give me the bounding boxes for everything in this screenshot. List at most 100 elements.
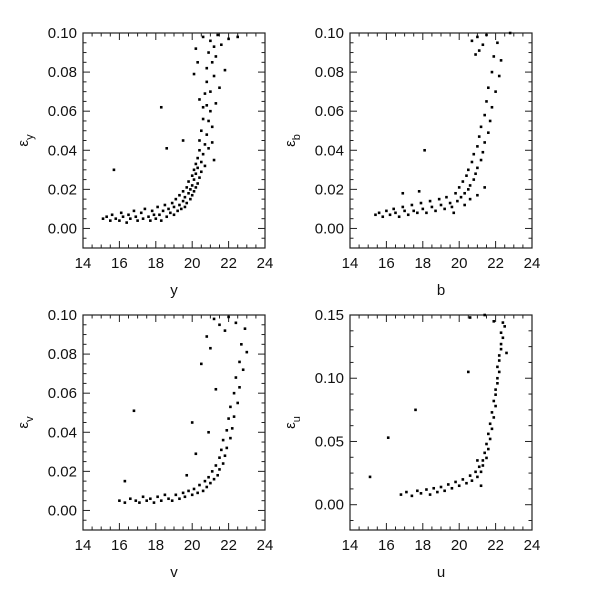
data-point [481, 464, 485, 467]
data-point [221, 462, 225, 465]
data-point [494, 90, 497, 93]
data-point [385, 209, 388, 213]
x-tick-label: 16 [378, 537, 395, 554]
data-point [419, 201, 423, 205]
x-tick-label: 22 [220, 537, 237, 554]
data-point [487, 447, 490, 451]
data-point [185, 201, 189, 205]
data-point [497, 370, 501, 374]
data-point [468, 474, 472, 477]
data-point [381, 215, 385, 219]
y-axis-label: εv [15, 416, 36, 429]
y-tick-label: 0.06 [48, 385, 77, 402]
data-point [229, 436, 232, 440]
data-point [187, 191, 190, 195]
data-point [209, 481, 212, 485]
data-point [477, 135, 481, 138]
x-axis-label: b [437, 282, 445, 299]
data-point [230, 427, 234, 430]
y-tick-label: 0.10 [48, 25, 77, 42]
data-point [200, 362, 203, 366]
data-point [425, 488, 428, 491]
data-point [399, 493, 403, 496]
data-point [432, 486, 436, 490]
y-axis-label-subscript: u [291, 416, 303, 422]
data-point [234, 321, 238, 325]
data-point [138, 501, 141, 504]
data-point [479, 484, 483, 488]
data-point [481, 150, 485, 154]
data-point [163, 493, 167, 497]
data-point [227, 37, 230, 41]
x-tick-label: 24 [524, 537, 541, 554]
data-point [203, 92, 207, 95]
x-axis-label: y [170, 282, 178, 299]
data-point [207, 430, 210, 434]
data-point [209, 346, 212, 350]
data-point [190, 174, 194, 177]
data-point [483, 186, 486, 189]
x-tick-label: 24 [257, 255, 274, 272]
y-tick-label: 0.04 [48, 424, 77, 441]
data-point [218, 323, 221, 327]
data-point [439, 203, 443, 207]
data-point [479, 158, 483, 162]
data-point [216, 33, 219, 37]
data-point [194, 172, 198, 176]
y-tick-label: 0.02 [315, 181, 344, 198]
data-point [459, 195, 463, 199]
data-point [109, 219, 112, 222]
data-point [170, 201, 174, 205]
data-point [446, 483, 450, 486]
data-point [487, 86, 490, 90]
data-point [132, 209, 136, 213]
data-point [497, 354, 501, 357]
data-point [476, 35, 479, 39]
data-point [187, 180, 190, 183]
y-axis-label-symbol: ε [282, 422, 299, 429]
data-point [221, 438, 225, 442]
data-point [238, 386, 241, 389]
data-point [203, 143, 207, 146]
x-tick-label: 14 [75, 537, 92, 554]
data-point [159, 499, 163, 502]
x-tick-label: 18 [147, 255, 164, 272]
data-point [196, 182, 199, 185]
data-point [123, 479, 127, 483]
data-point [194, 162, 198, 166]
data-point [425, 211, 428, 215]
data-point [412, 209, 415, 213]
data-point [456, 199, 459, 203]
data-point [467, 188, 470, 191]
data-point [448, 201, 452, 205]
x-axis-label: v [170, 564, 178, 581]
data-point [110, 213, 114, 217]
data-point [494, 393, 497, 396]
x-tick-label: 18 [414, 537, 431, 554]
data-point [147, 215, 150, 219]
data-point [238, 360, 241, 364]
y-axis-label-subscript: y [24, 134, 36, 140]
x-tick-label: 20 [451, 255, 468, 272]
y-tick-label: 0.02 [48, 181, 77, 198]
data-point [490, 105, 494, 109]
data-point [185, 473, 189, 477]
data-point [494, 404, 497, 408]
data-point [201, 105, 205, 109]
y-tick-label: 0.00 [48, 502, 77, 519]
data-point [172, 205, 176, 209]
data-point [490, 427, 494, 431]
data-point [194, 47, 198, 50]
data-point [154, 217, 158, 220]
data-point [496, 381, 499, 385]
data-point [490, 70, 494, 74]
data-point [227, 315, 230, 319]
data-point [492, 55, 496, 58]
x-tick-label: 18 [414, 255, 431, 272]
y-axis-label-subscript: b [291, 134, 303, 140]
data-point [181, 491, 185, 495]
data-point [156, 495, 159, 499]
data-point [468, 184, 472, 187]
y-tick-label: 0.08 [48, 64, 77, 81]
data-point [467, 370, 470, 374]
